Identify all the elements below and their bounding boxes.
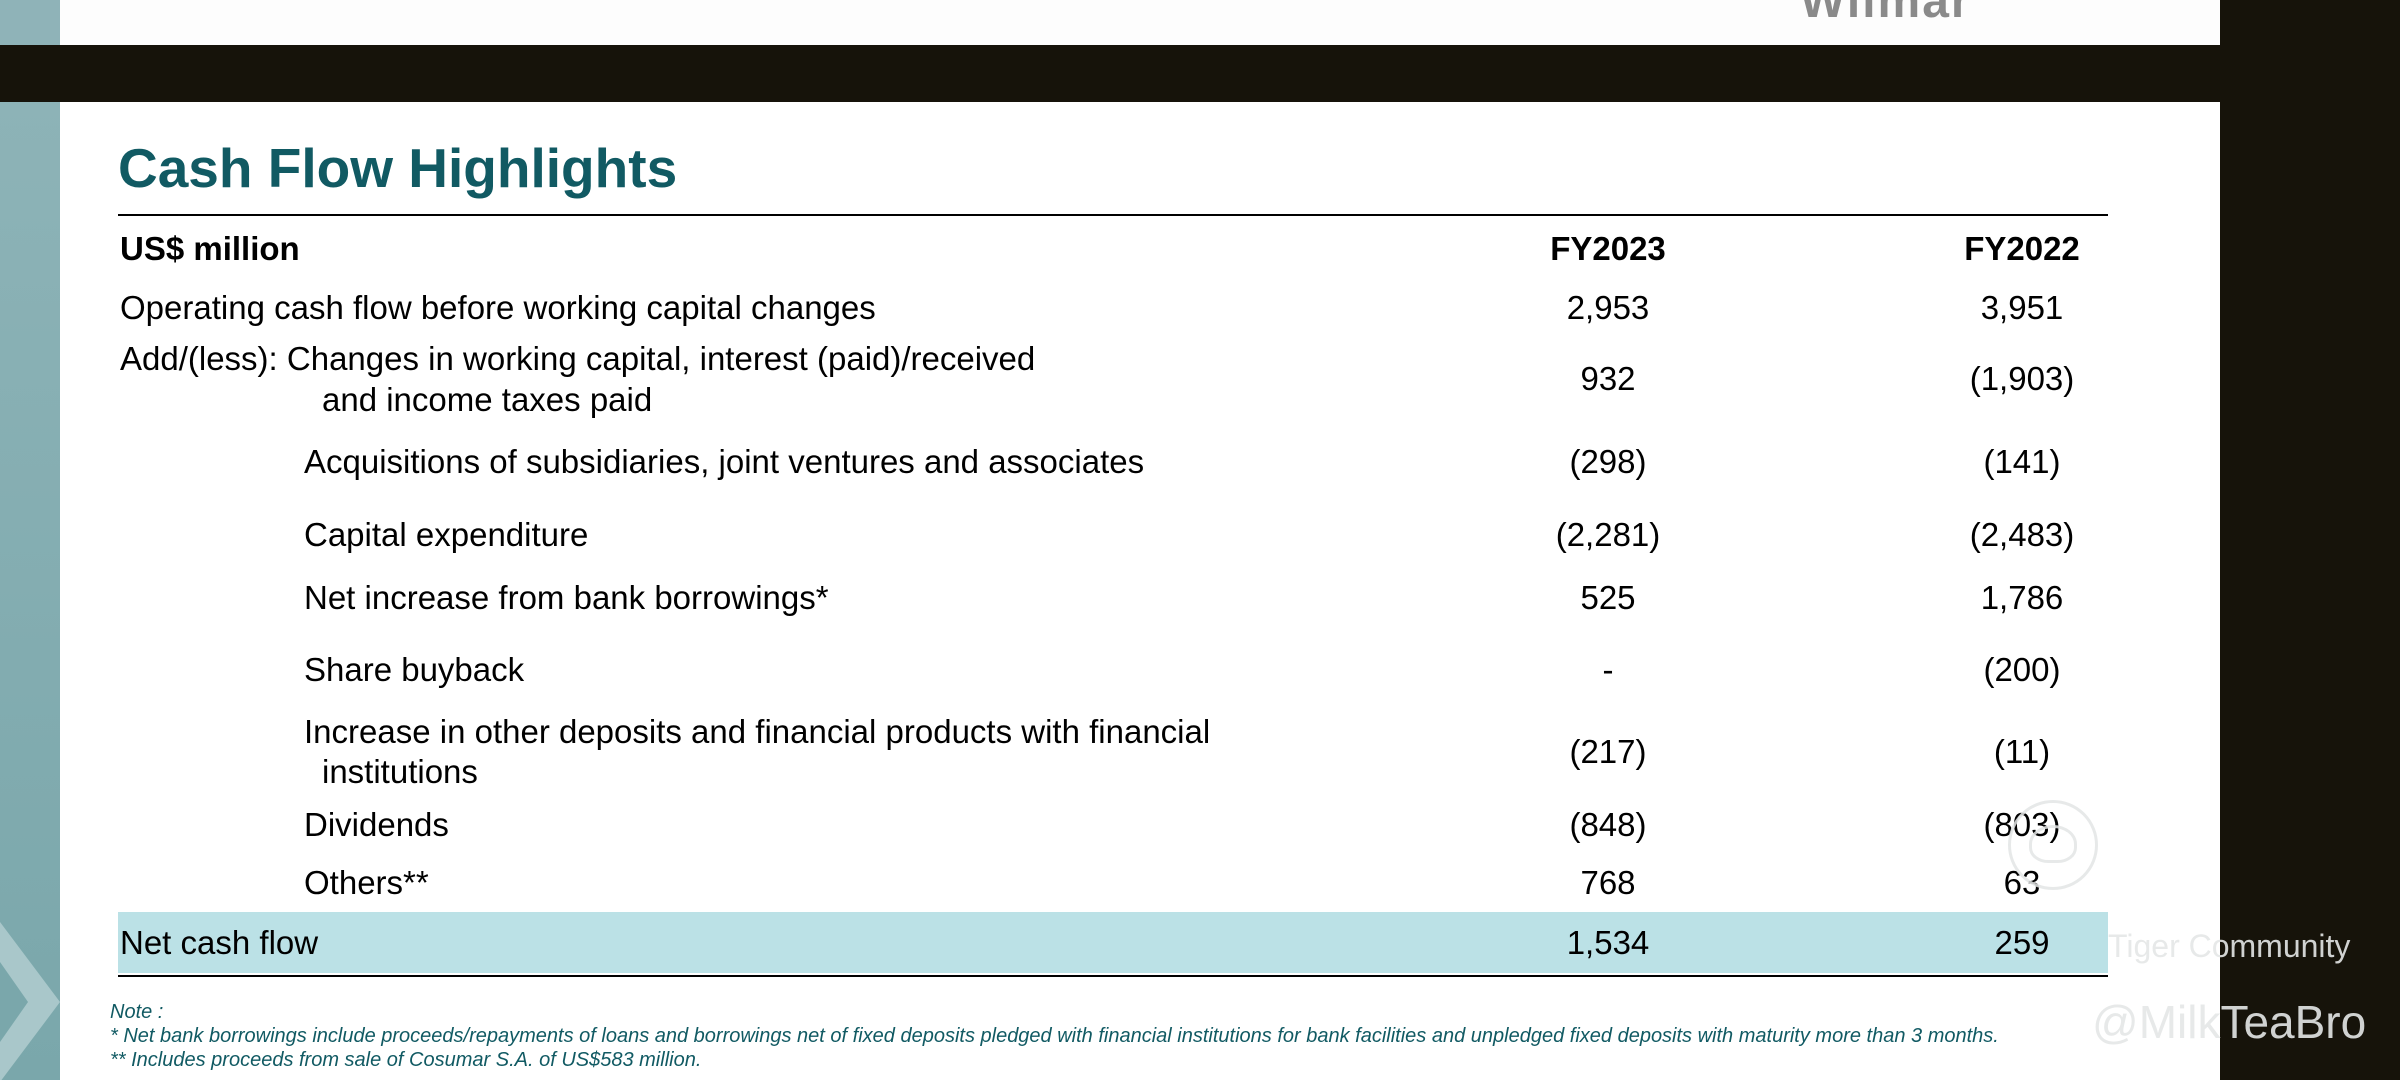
- watermark-community: Tiger Community: [2108, 928, 2351, 964]
- row-label: Acquisitions of subsidiaries, joint vent…: [304, 443, 1145, 480]
- note-others: ** Includes proceeds from sale of Cosuma…: [110, 1049, 702, 1071]
- total-value-fy2022: 259: [1994, 924, 2050, 961]
- row-label-line: Add/(less): Changes in working capital, …: [120, 340, 1036, 377]
- row-label: Dividends: [304, 806, 449, 843]
- row-label-line: and income taxes paid: [322, 381, 653, 418]
- total-label: Net cash flow: [120, 924, 319, 961]
- row-label: Share buyback: [304, 651, 525, 688]
- row-label-line: Increase in other deposits and financial…: [304, 713, 1211, 750]
- column-header-fy2022: FY2022: [1964, 230, 2080, 267]
- value-fy2023: 768: [1580, 864, 1636, 901]
- value-fy2022: (2,483): [1969, 516, 2075, 553]
- total-value-fy2023: 1,534: [1566, 924, 1650, 961]
- value-fy2022: (1,903): [1969, 360, 2075, 397]
- value-fy2023: (298): [1569, 443, 1647, 480]
- row-label-line: institutions: [322, 753, 478, 790]
- slide: Cash Flow Highlights US$ million FY2023 …: [0, 102, 2220, 1080]
- table-bottom-rule: [118, 975, 2108, 977]
- value-fy2023: 2,953: [1566, 289, 1650, 326]
- footnotes: Note : * Net bank borrowings include pro…: [110, 1000, 2170, 1072]
- slide-title: Cash Flow Highlights: [118, 137, 678, 199]
- net-cash-flow-highlight: [118, 912, 2108, 973]
- value-fy2023: -: [1602, 651, 1614, 688]
- note-bank-borrowings: * Net bank borrowings include proceeds/r…: [110, 1025, 1999, 1047]
- value-fy2023: (2,281): [1555, 516, 1661, 553]
- value-fy2022: 1,786: [1980, 579, 2064, 616]
- row-label: Net increase from bank borrowings*: [304, 579, 829, 616]
- note-heading: Note :: [110, 1001, 164, 1023]
- column-header-fy2023: FY2023: [1550, 230, 1666, 267]
- value-fy2023: (848): [1569, 806, 1647, 843]
- value-fy2023: 932: [1580, 360, 1636, 397]
- value-fy2022: (11): [1993, 733, 2051, 770]
- row-label: Increase in other deposits and financial…: [120, 712, 1210, 792]
- row-label: Add/(less): Changes in working capital, …: [120, 338, 1035, 420]
- value-fy2023: (217): [1569, 733, 1647, 770]
- table-top-rule: [118, 214, 2108, 216]
- value-fy2022: 3,951: [1980, 289, 2064, 326]
- chevron-decoration-inner: [0, 962, 28, 1042]
- watermark-handle: @MilkTeaBro: [2092, 996, 2367, 1048]
- row-label: Capital expenditure: [304, 516, 589, 553]
- value-fy2023: 525: [1580, 579, 1636, 616]
- top-strip: Wilmar: [0, 0, 2220, 45]
- row-label: Operating cash flow before working capit…: [120, 289, 876, 326]
- row-label: Others**: [304, 864, 429, 901]
- value-fy2022: (200): [1983, 651, 2061, 688]
- tiger-logo-icon: [2008, 800, 2098, 890]
- side-band: [0, 102, 60, 1080]
- side-band-top: [0, 0, 60, 45]
- unit-label: US$ million: [120, 230, 300, 267]
- company-logo: Wilmar: [1800, 0, 1972, 28]
- value-fy2022: (141): [1983, 443, 2061, 480]
